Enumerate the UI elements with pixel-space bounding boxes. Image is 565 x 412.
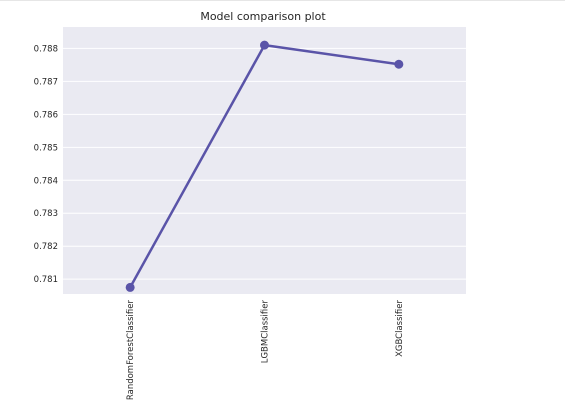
gridlines (63, 47, 466, 280)
x-tick-label: RandomForestClassifier (126, 300, 136, 401)
y-tick-label: 0.783 (34, 209, 58, 219)
y-tick-label: 0.782 (34, 242, 58, 252)
y-tick-label: 0.784 (34, 176, 58, 186)
y-tick-label: 0.788 (34, 44, 58, 54)
x-axis-tick-labels: RandomForestClassifier LGBMClassifier XGBC… (126, 300, 405, 401)
y-tick-label: 0.786 (34, 110, 58, 120)
y-tick-label: 0.787 (34, 77, 58, 87)
x-tick-label: XGBClassifier (395, 300, 405, 357)
y-axis-tick-labels: 0.781 0.782 0.783 0.784 0.785 0.786 0.787 0.788 (34, 44, 58, 285)
data-point (125, 282, 135, 292)
y-tick-label: 0.785 (34, 143, 58, 153)
series-group (125, 40, 404, 292)
top-divider (0, 0, 565, 1)
x-tick-label: LGBMClassifier (261, 300, 271, 364)
chart-title: Model comparison plot (200, 10, 326, 23)
y-tick-label: 0.781 (34, 275, 58, 285)
data-point (394, 59, 404, 69)
data-point (260, 40, 269, 50)
plot-background (63, 27, 466, 294)
